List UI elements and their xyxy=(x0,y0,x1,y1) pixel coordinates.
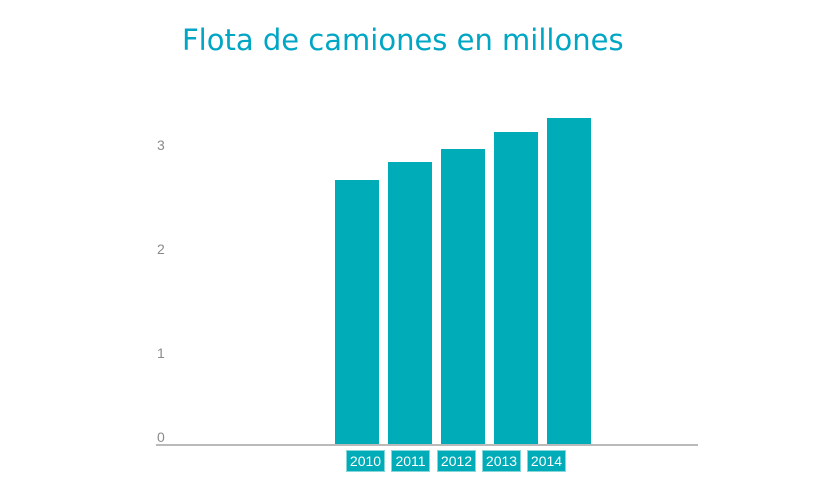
bar-2012 xyxy=(441,149,485,445)
x-tick-year-label: 2010 xyxy=(346,450,385,472)
y-tick-label: 1 xyxy=(157,345,165,361)
bar-2010 xyxy=(335,180,379,445)
chart-title: Flota de camiones en millones xyxy=(182,23,624,57)
y-tick-label: 2 xyxy=(157,241,165,257)
x-tick-year-label: 2014 xyxy=(527,450,566,472)
x-tick-year-label: 2013 xyxy=(482,450,521,472)
y-tick-label: 0 xyxy=(157,429,165,445)
x-tick-year-label: 2011 xyxy=(391,450,430,472)
x-axis-line xyxy=(156,444,698,446)
bar-2014 xyxy=(547,118,591,445)
x-tick-year-label: 2012 xyxy=(437,450,476,472)
bar-2013 xyxy=(494,132,538,445)
bar-2011 xyxy=(388,162,432,445)
y-tick-label: 3 xyxy=(157,137,165,153)
